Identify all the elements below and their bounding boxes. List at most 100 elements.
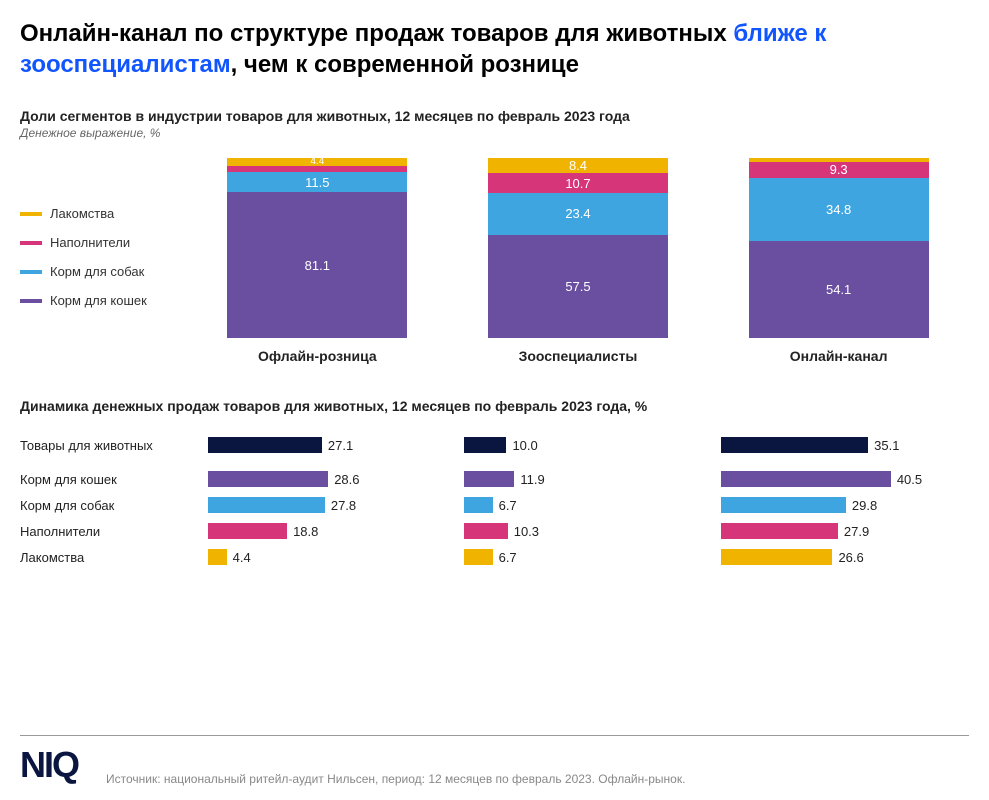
- legend-swatch: [20, 299, 42, 303]
- stack-category-label: Онлайн-канал: [790, 348, 888, 364]
- stacked-columns: 81.111.5 4.4 Офлайн-розница 57.523.410.78.4…: [187, 158, 969, 364]
- stacked-note: Денежное выражение, %: [20, 126, 969, 140]
- hbar-row: 10.0: [464, 432, 704, 458]
- stack-segment: 34.8: [749, 178, 929, 241]
- hbar-value: 27.1: [328, 438, 353, 453]
- hbar-row: 27.1: [208, 432, 448, 458]
- hbar-value: 6.7: [499, 498, 517, 513]
- legend-item: Корм для кошек: [20, 293, 175, 308]
- hbar-row: 27.9: [721, 518, 961, 544]
- legend-label: Лакомства: [50, 206, 114, 221]
- hbar-row-label: Лакомства: [20, 544, 200, 570]
- hbar-row: 29.8: [721, 492, 961, 518]
- hbar-bar: [208, 523, 287, 539]
- hbar-row: 28.6: [208, 466, 448, 492]
- hbar-value: 35.1: [874, 438, 899, 453]
- hbar-row: 4.4: [208, 544, 448, 570]
- hbar-row: 6.7: [464, 544, 704, 570]
- legend-label: Корм для собак: [50, 264, 144, 279]
- legend-item: Корм для собак: [20, 264, 175, 279]
- hbar-row: 40.5: [721, 466, 961, 492]
- stack-bar: 57.523.410.78.4: [488, 158, 668, 338]
- hbar-bar: [721, 497, 846, 513]
- stacked-chart: Лакомства Наполнители Корм для собак Корм д…: [20, 158, 969, 364]
- hbar-row: 6.7: [464, 492, 704, 518]
- source-text: Источник: национальный ритейл-аудит Ниль…: [106, 772, 969, 786]
- footer: NIQ Источник: национальный ритейл-аудит …: [20, 744, 969, 786]
- hbar-bar: [464, 523, 507, 539]
- legend-swatch: [20, 241, 42, 245]
- stack-segment: 54.1: [749, 241, 929, 338]
- legend-label: Корм для кошек: [50, 293, 147, 308]
- stack-segment: 4.4: [227, 158, 407, 166]
- hbar-value: 6.7: [499, 550, 517, 565]
- hbar-column: 35.1 40.5 29.8 27.9 26.6: [721, 432, 961, 570]
- legend-item: Лакомства: [20, 206, 175, 221]
- niq-logo: NIQ: [20, 744, 78, 786]
- legend-label: Наполнители: [50, 235, 130, 250]
- stack-category-label: Офлайн-розница: [258, 348, 377, 364]
- hbar-row: 26.6: [721, 544, 961, 570]
- hbar-row: 35.1: [721, 432, 961, 458]
- stack-segment: 11.5: [227, 172, 407, 193]
- stack-category-label: Зооспециалисты: [519, 348, 638, 364]
- hbar-bar: [721, 549, 833, 565]
- legend-swatch: [20, 270, 42, 274]
- hbar-bar: [464, 471, 514, 487]
- hbar-value: 27.8: [331, 498, 356, 513]
- hbar-bar: [464, 437, 506, 453]
- legend-item: Наполнители: [20, 235, 175, 250]
- hbar-bar: [464, 549, 492, 565]
- stack-segment: 10.7: [488, 173, 668, 192]
- hbars-columns: 27.128.627.818.84.410.011.96.710.36.735.…: [200, 432, 969, 570]
- hbar-value: 4.4: [233, 550, 251, 565]
- hbar-bar: [208, 549, 226, 565]
- stack-segment: 23.4: [488, 193, 668, 235]
- hbar-bar: [721, 523, 838, 539]
- stack-column: 54.134.89.3 Онлайн-канал: [739, 158, 939, 364]
- hbar-row: 18.8: [208, 518, 448, 544]
- hbar-value: 10.3: [514, 524, 539, 539]
- stack-bar: 54.134.89.3: [749, 158, 929, 338]
- title-post: , чем к современной рознице: [231, 51, 579, 78]
- hbars-subtitle: Динамика денежных продаж товаров для жив…: [20, 398, 969, 414]
- hbar-row-label: Корм для собак: [20, 492, 200, 518]
- page-title: Онлайн-канал по структуре продаж товаров…: [20, 18, 969, 80]
- hbar-bar: [208, 497, 325, 513]
- hbar-value: 29.8: [852, 498, 877, 513]
- stacked-subtitle: Доли сегментов в индустрии товаров для ж…: [20, 108, 969, 124]
- hbar-column: 27.1 28.6 27.8 18.8 4.4: [208, 432, 448, 570]
- hbar-bar: [721, 471, 891, 487]
- hbar-bar: [208, 437, 322, 453]
- stack-segment: 9.3: [749, 162, 929, 179]
- hbar-row: 11.9: [464, 466, 704, 492]
- hbar-row-label: Корм для кошек: [20, 466, 200, 492]
- hbar-value: 28.6: [334, 472, 359, 487]
- hbar-bar: [464, 497, 492, 513]
- hbar-value: 27.9: [844, 524, 869, 539]
- stack-segment: 8.4: [488, 158, 668, 173]
- legend-swatch: [20, 212, 42, 216]
- hbar-row-label: Товары для животных: [20, 432, 200, 458]
- stack-bar: 81.111.5 4.4: [227, 158, 407, 338]
- hbar-row: 27.8: [208, 492, 448, 518]
- title-pre: Онлайн-канал по структуре продаж товаров…: [20, 20, 733, 47]
- hbar-row: 10.3: [464, 518, 704, 544]
- stack-column: 57.523.410.78.4 Зооспециалисты: [478, 158, 678, 364]
- hbar-value: 10.0: [512, 438, 537, 453]
- hbar-value: 40.5: [897, 472, 922, 487]
- stack-segment: 81.1: [227, 192, 407, 338]
- hbars-row-labels: Товары для животных Корм для кошекКорм дл…: [20, 432, 200, 570]
- stacked-legend: Лакомства Наполнители Корм для собак Корм д…: [20, 158, 175, 322]
- stack-segment: 57.5: [488, 235, 668, 339]
- hbar-value: 18.8: [293, 524, 318, 539]
- hbar-value: 26.6: [838, 550, 863, 565]
- hbar-value: 11.9: [520, 472, 544, 487]
- stack-column: 81.111.5 4.4 Офлайн-розница: [217, 158, 417, 364]
- hbar-row-label: Наполнители: [20, 518, 200, 544]
- hbar-bar: [208, 471, 328, 487]
- footer-divider: [20, 735, 969, 736]
- hbar-column: 10.011.96.710.36.7: [464, 432, 704, 570]
- hbars-chart: Товары для животных Корм для кошекКорм дл…: [20, 432, 969, 570]
- hbar-bar: [721, 437, 868, 453]
